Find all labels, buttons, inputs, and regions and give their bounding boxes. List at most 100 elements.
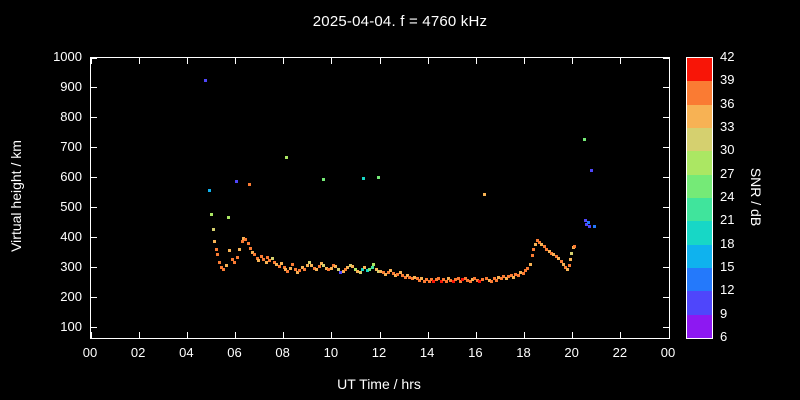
data-point xyxy=(268,258,272,262)
data-point xyxy=(519,270,523,274)
data-point xyxy=(562,263,566,267)
colorbar-segment xyxy=(687,267,712,292)
data-point xyxy=(224,264,228,268)
colorbar-segment xyxy=(687,314,712,338)
data-point xyxy=(247,182,251,186)
data-point xyxy=(480,278,484,281)
data-point xyxy=(265,256,269,260)
x-tick-mark xyxy=(331,332,333,338)
data-point xyxy=(213,240,217,244)
data-point xyxy=(532,248,536,252)
data-point xyxy=(398,270,402,274)
data-point xyxy=(473,276,477,280)
data-point xyxy=(405,273,409,277)
data-point xyxy=(211,228,215,232)
data-point xyxy=(420,276,424,280)
data-point xyxy=(557,257,561,261)
data-point xyxy=(584,222,588,226)
x-tick-mark xyxy=(186,58,188,64)
data-point xyxy=(391,272,395,276)
data-point xyxy=(230,257,234,261)
data-point xyxy=(509,273,513,277)
y-tick-mark xyxy=(663,297,669,299)
colorbar-segment xyxy=(687,244,712,268)
data-point xyxy=(253,253,257,257)
data-point xyxy=(564,266,568,270)
x-tick-mark xyxy=(235,332,236,338)
data-point xyxy=(470,278,474,281)
y-tick-mark xyxy=(663,237,669,239)
data-point xyxy=(492,276,496,280)
x-tick-label: 16 xyxy=(468,345,483,360)
colorbar-tick-label: 39 xyxy=(720,72,735,88)
data-point xyxy=(356,269,360,273)
data-point xyxy=(425,278,429,281)
data-point xyxy=(336,268,340,272)
data-point xyxy=(451,279,455,283)
data-point xyxy=(454,278,458,281)
y-tick-label: 500 xyxy=(60,198,82,214)
data-point xyxy=(217,261,221,265)
data-point xyxy=(220,266,224,270)
data-point xyxy=(589,168,593,172)
data-point xyxy=(332,263,336,267)
colorbar-tick-label: 21 xyxy=(720,212,735,228)
data-point xyxy=(401,273,405,277)
y-tick-mark xyxy=(91,327,97,329)
data-point xyxy=(530,254,534,258)
data-point xyxy=(310,263,314,267)
x-tick-label: 04 xyxy=(179,345,194,360)
y-tick-mark xyxy=(91,87,97,89)
colorbar-tick-label: 27 xyxy=(720,165,735,181)
data-point xyxy=(339,271,343,275)
x-tick-label: 14 xyxy=(419,345,435,360)
data-point xyxy=(475,278,479,282)
data-point xyxy=(393,273,397,277)
data-point xyxy=(346,266,350,270)
data-point xyxy=(570,251,574,255)
data-point xyxy=(507,275,511,278)
x-tick-mark xyxy=(475,58,477,64)
data-point xyxy=(286,269,290,273)
x-tick-mark xyxy=(379,58,381,64)
data-point xyxy=(251,251,255,255)
data-point xyxy=(554,254,558,258)
data-point xyxy=(569,257,573,261)
data-point xyxy=(384,272,388,276)
colorbar-tick-label: 15 xyxy=(720,259,735,274)
y-tick-label: 700 xyxy=(60,138,82,154)
data-point xyxy=(410,277,414,281)
data-point xyxy=(379,270,383,274)
data-point xyxy=(334,265,338,269)
data-point xyxy=(300,266,304,270)
y-tick-mark xyxy=(663,147,669,149)
data-point xyxy=(295,270,299,274)
data-point xyxy=(246,242,250,246)
data-point xyxy=(533,242,537,246)
y-tick-mark xyxy=(663,87,669,89)
data-point xyxy=(444,279,448,283)
x-tick-mark xyxy=(524,58,525,64)
data-point xyxy=(291,263,295,267)
x-tick-mark xyxy=(620,332,622,338)
data-point xyxy=(344,267,348,271)
chart-title: 2025-04-04. f = 4760 kHz xyxy=(312,13,488,30)
y-tick-mark xyxy=(91,147,97,149)
data-point xyxy=(504,276,508,280)
data-point xyxy=(376,176,380,180)
data-point xyxy=(430,278,434,281)
data-point xyxy=(566,267,570,271)
colorbar-segment xyxy=(687,58,712,82)
data-point xyxy=(312,266,316,270)
data-point xyxy=(545,248,549,252)
data-point xyxy=(259,254,263,258)
data-point xyxy=(248,246,252,250)
data-point xyxy=(348,263,352,267)
colorbar-segment xyxy=(687,221,712,245)
y-tick-mark xyxy=(663,207,669,209)
data-point xyxy=(317,264,321,268)
data-point xyxy=(516,273,520,277)
data-point xyxy=(528,263,532,267)
data-point xyxy=(377,269,381,273)
x-tick-mark xyxy=(427,332,429,338)
